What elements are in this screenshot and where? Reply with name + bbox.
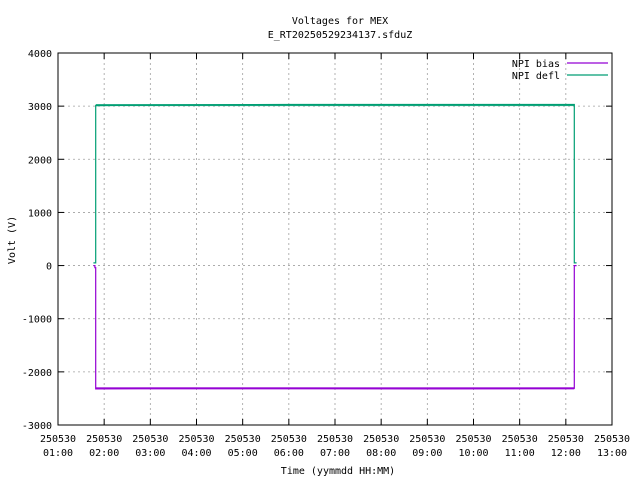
x-tick-label-time: 13:00 [597,448,627,459]
grid-lines [57,53,613,425]
x-tick-label-date: 250530 [225,434,261,445]
series-lines [93,103,577,390]
chart-subtitle: E_RT20250529234137.sfduZ [268,30,413,41]
y-tick-label: 4000 [28,49,52,60]
y-tick-label: 3000 [28,102,52,113]
x-tick-label-date: 250530 [409,434,445,445]
series-line-npi-defl [93,103,577,264]
y-tick-label: 0 [46,262,52,273]
x-tick-label-date: 250530 [455,434,491,445]
legend-label: NPI bias [512,59,560,70]
y-tick-label: -2000 [22,368,52,379]
y-axis-label: Volt (V) [7,216,18,264]
x-tick-label-time: 07:00 [320,448,350,459]
x-tick-label-time: 12:00 [551,448,581,459]
x-tick-label-time: 06:00 [274,448,304,459]
series-line-npi-bias [93,265,577,390]
x-tick-label-time: 11:00 [505,448,535,459]
x-tick-label-time: 10:00 [458,448,488,459]
y-tick-label: 1000 [28,208,52,219]
x-tick-label-date: 250530 [178,434,214,445]
x-tick-label-time: 08:00 [366,448,396,459]
y-tick-label: -3000 [22,421,52,432]
x-tick-label-time: 03:00 [135,448,165,459]
y-tick-label: -1000 [22,315,52,326]
x-tick-label-date: 250530 [132,434,168,445]
x-tick-label-date: 250530 [502,434,538,445]
x-tick-label-time: 04:00 [181,448,211,459]
x-tick-label-time: 05:00 [228,448,258,459]
x-tick-label-date: 250530 [548,434,584,445]
chart-title: Voltages for MEX [292,16,388,27]
x-tick-label-date: 250530 [271,434,307,445]
y-tick-label: 2000 [28,155,52,166]
x-axis-label: Time (yymmdd HH:MM) [281,466,395,477]
x-tick-label-date: 250530 [40,434,76,445]
x-tick-label-date: 250530 [317,434,353,445]
legend-label: NPI defl [512,71,560,82]
x-tick-label-date: 250530 [86,434,122,445]
x-tick-label-date: 250530 [363,434,399,445]
x-tick-label-date: 250530 [594,434,630,445]
x-tick-label-time: 02:00 [89,448,119,459]
x-tick-label-time: 01:00 [43,448,73,459]
axis-labels: 4000 3000 2000 1000 0 -1000 -2000 -3000 250530 01… [22,49,630,459]
x-tick-label-time: 09:00 [412,448,442,459]
